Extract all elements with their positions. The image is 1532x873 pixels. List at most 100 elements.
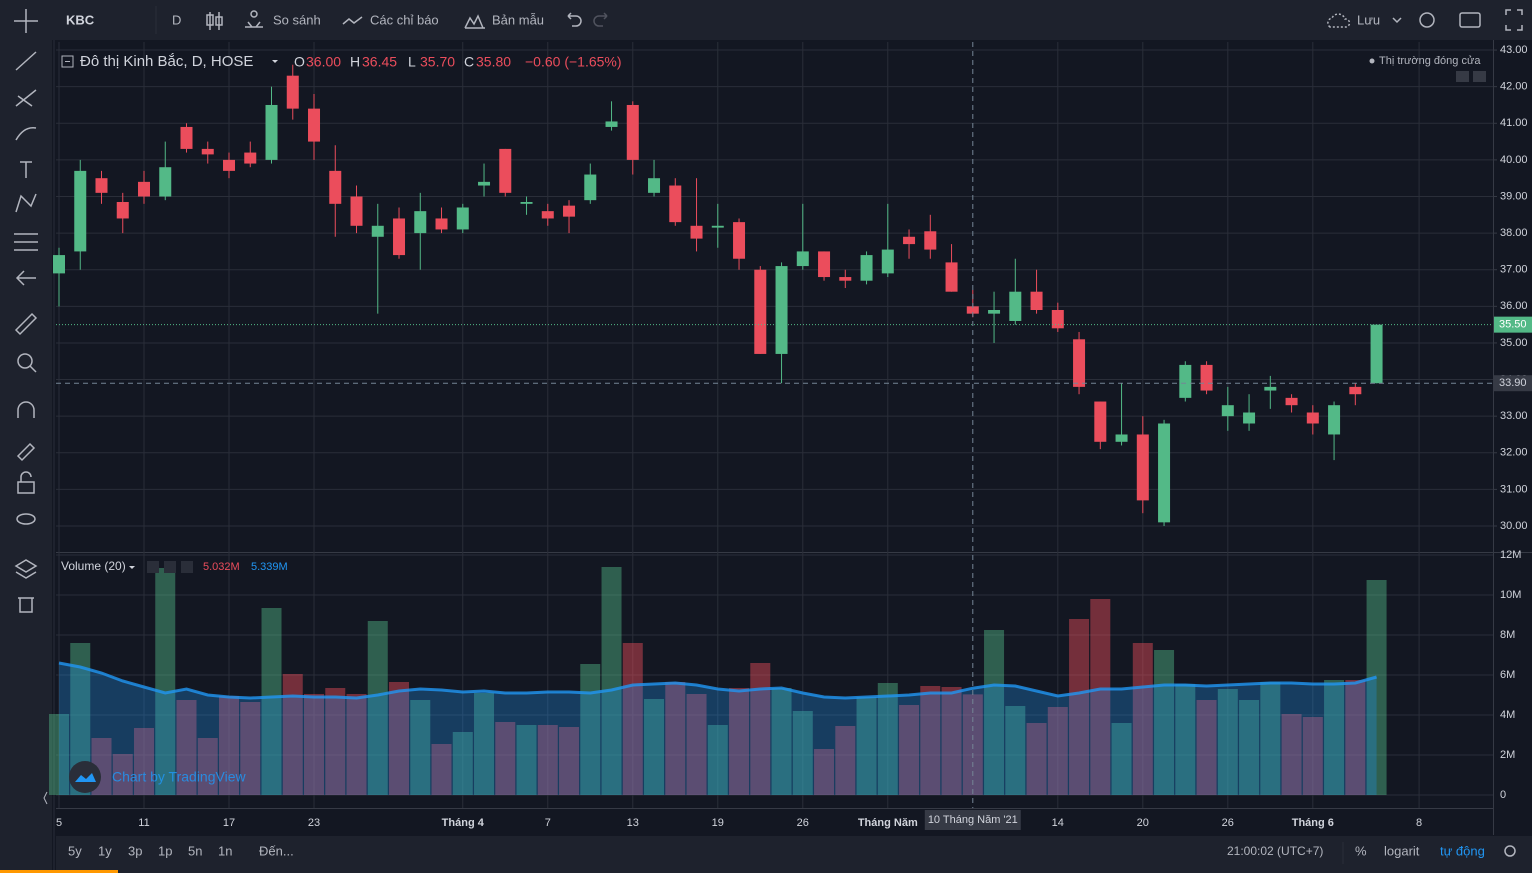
templates-icon[interactable] [464,14,485,29]
candle-body [584,174,597,201]
candle-body [1158,423,1171,523]
candle-body [159,167,172,197]
snapshot[interactable] [1459,12,1481,28]
symbol[interactable]: KBC [66,12,95,27]
range-button[interactable]: 3p [128,843,142,858]
volume-bar [367,621,388,795]
templates[interactable]: Bản mẫu [492,12,544,27]
indicators[interactable]: Các chỉ báo [370,12,439,27]
candle-body [520,201,533,204]
candle-body [74,170,87,252]
volume-bar [346,694,367,795]
crosshair-icon[interactable] [14,9,38,33]
volume-bar [559,727,580,795]
volume-bar [197,738,218,795]
candle-body [1328,405,1341,435]
volume-bar [495,722,516,795]
progress [0,870,118,873]
volume-bar [1111,723,1132,795]
x-tick-label: 23 [308,817,320,829]
percent-scale[interactable]: % [1355,843,1367,858]
range-button[interactable]: 5y [68,843,82,858]
goto-date[interactable]: Đến... [259,843,294,858]
x-tick-label: 5 [56,817,62,829]
cloud-icon[interactable] [1327,13,1351,28]
title-menu[interactable] [272,60,278,63]
candle-body [265,104,278,160]
range-button[interactable]: 1y [98,843,112,858]
candle-body [329,170,342,204]
candle-body [754,269,767,354]
candle-body [95,178,108,193]
volume-ma-area [59,663,1377,795]
fullscreen[interactable] [1505,9,1523,31]
save[interactable]: Lưu [1357,12,1380,27]
volume-title[interactable]: Volume (20) [61,559,126,573]
ohlc-key: C [464,54,474,70]
candle-body [881,249,894,274]
candle-body [414,211,427,234]
candle-body [393,218,406,256]
watermark[interactable]: Chart by TradingView [112,769,246,785]
ohlc-key: L [408,54,416,70]
indicators-icon[interactable] [342,16,363,25]
candle-body [1349,386,1362,395]
candle-body [605,121,618,127]
collapse-left[interactable] [43,791,48,805]
save-menu[interactable] [1392,17,1402,24]
candle-body [478,181,491,186]
compare-icon[interactable] [245,10,263,28]
last-price-tag [1494,316,1532,333]
scroll-button[interactable] [1456,71,1469,82]
volume-bar [1069,619,1090,795]
volume-bar [835,726,856,795]
volume-bar [1281,714,1302,795]
volume-visibility[interactable] [147,561,159,573]
chart-style-icon[interactable] [206,12,223,30]
candle-body [924,231,937,250]
volume-remove[interactable] [181,561,193,573]
volume-bar [1260,682,1281,795]
market-status: Thị trường đóng cửa [1379,55,1481,67]
candle-body [541,211,554,219]
candle-body [435,218,448,230]
range-button[interactable]: 1p [158,843,172,858]
candle-body [648,178,661,193]
candle-body [711,225,724,228]
range-button[interactable]: 5n [188,843,202,858]
log-scale[interactable]: logarit [1384,843,1420,858]
candle-body [371,225,384,237]
undo[interactable] [567,12,582,27]
y-tick-label: 32.00 [1500,447,1528,459]
collapse-legend[interactable] [61,55,74,68]
volume-bar [282,674,303,795]
y-tick-label: 40.00 [1500,154,1528,166]
redo[interactable] [593,12,608,27]
candle-body [1264,386,1277,391]
auto-scale[interactable]: tự động [1440,843,1485,858]
candle-body [456,207,469,230]
settings[interactable] [1419,12,1435,28]
scale-settings[interactable] [1504,845,1516,857]
volume-bar [516,725,537,795]
range-button[interactable]: 1n [218,843,232,858]
candle-body [818,251,831,278]
volume-menu[interactable] [129,566,135,569]
clock: 21:00:02 (UTC+7) [1227,844,1323,858]
volume-bar [622,643,643,795]
volume-tick-label: 10M [1500,589,1521,601]
volume-tick-label: 2M [1500,749,1515,761]
series-title[interactable]: Đô thị Kinh Bắc, D, HOSE [80,53,253,70]
interval[interactable]: D [172,12,181,27]
candle-body [138,181,151,197]
drawing-tools[interactable] [14,51,38,613]
volume-bar [1175,684,1196,795]
scroll-button[interactable] [1473,71,1486,82]
volume-settings[interactable] [164,561,176,573]
candle-body [1200,364,1213,391]
candle-body [1243,412,1256,424]
tv-logo[interactable] [69,761,101,793]
ohlc-value: 36.00 [306,54,341,70]
compare[interactable]: So sánh [273,12,321,27]
